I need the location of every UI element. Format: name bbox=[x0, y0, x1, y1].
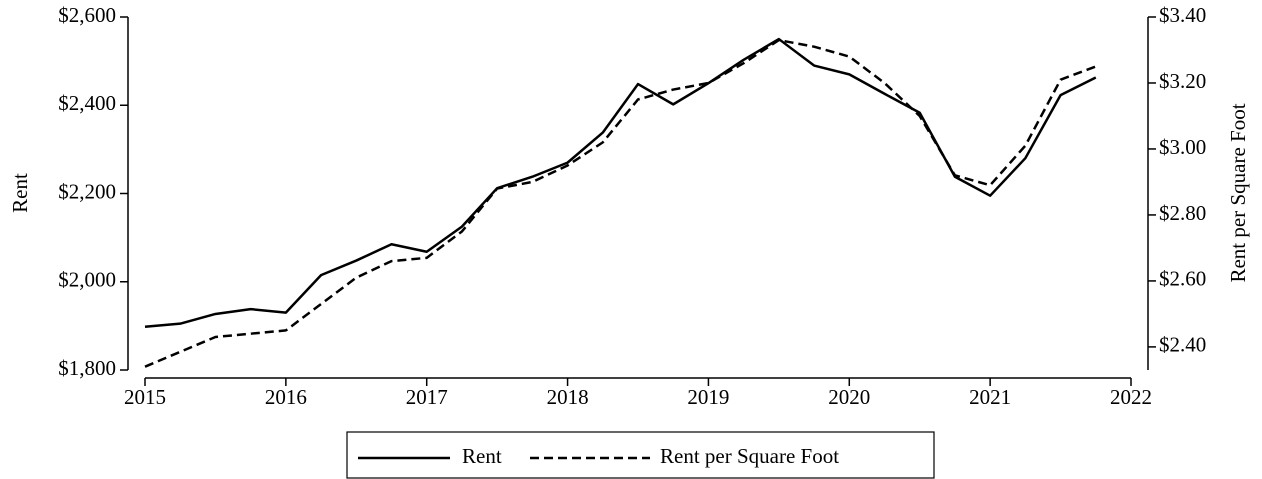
legend-label: Rent bbox=[462, 444, 502, 468]
series-line bbox=[144, 38, 1097, 368]
y-axis-label: Rent bbox=[8, 173, 32, 213]
x-tick-label: 2016 bbox=[265, 385, 307, 409]
x-tick-label: 2022 bbox=[1110, 385, 1152, 409]
y2-tick-label: $3.40 bbox=[1159, 3, 1206, 27]
y2-tick-label: $2.60 bbox=[1159, 267, 1206, 291]
y-tick-label: $1,800 bbox=[58, 356, 116, 380]
y-tick-label: $2,000 bbox=[58, 268, 116, 292]
y2-tick-label: $3.20 bbox=[1159, 69, 1206, 93]
legend-label: Rent per Square Foot bbox=[660, 444, 839, 468]
legend-box bbox=[346, 431, 935, 479]
x-tick-label: 2021 bbox=[969, 385, 1011, 409]
y2-tick-label: $3.00 bbox=[1159, 135, 1206, 159]
x-tick-label: 2019 bbox=[687, 385, 729, 409]
y-tick-label: $2,400 bbox=[58, 91, 116, 115]
y2-tick-label: $2.80 bbox=[1159, 201, 1206, 225]
y-tick-label: $2,200 bbox=[58, 179, 116, 203]
x-tick-label: 2018 bbox=[547, 385, 589, 409]
x-tick-label: 2017 bbox=[406, 385, 448, 409]
y2-axis-label: Rent per Square Foot bbox=[1226, 103, 1250, 282]
x-tick-label: 2015 bbox=[124, 385, 166, 409]
series-line bbox=[144, 37, 1097, 329]
y-tick-label: $2,600 bbox=[58, 3, 116, 27]
x-tick-label: 2020 bbox=[828, 385, 870, 409]
y2-tick-label: $2.40 bbox=[1159, 333, 1206, 357]
